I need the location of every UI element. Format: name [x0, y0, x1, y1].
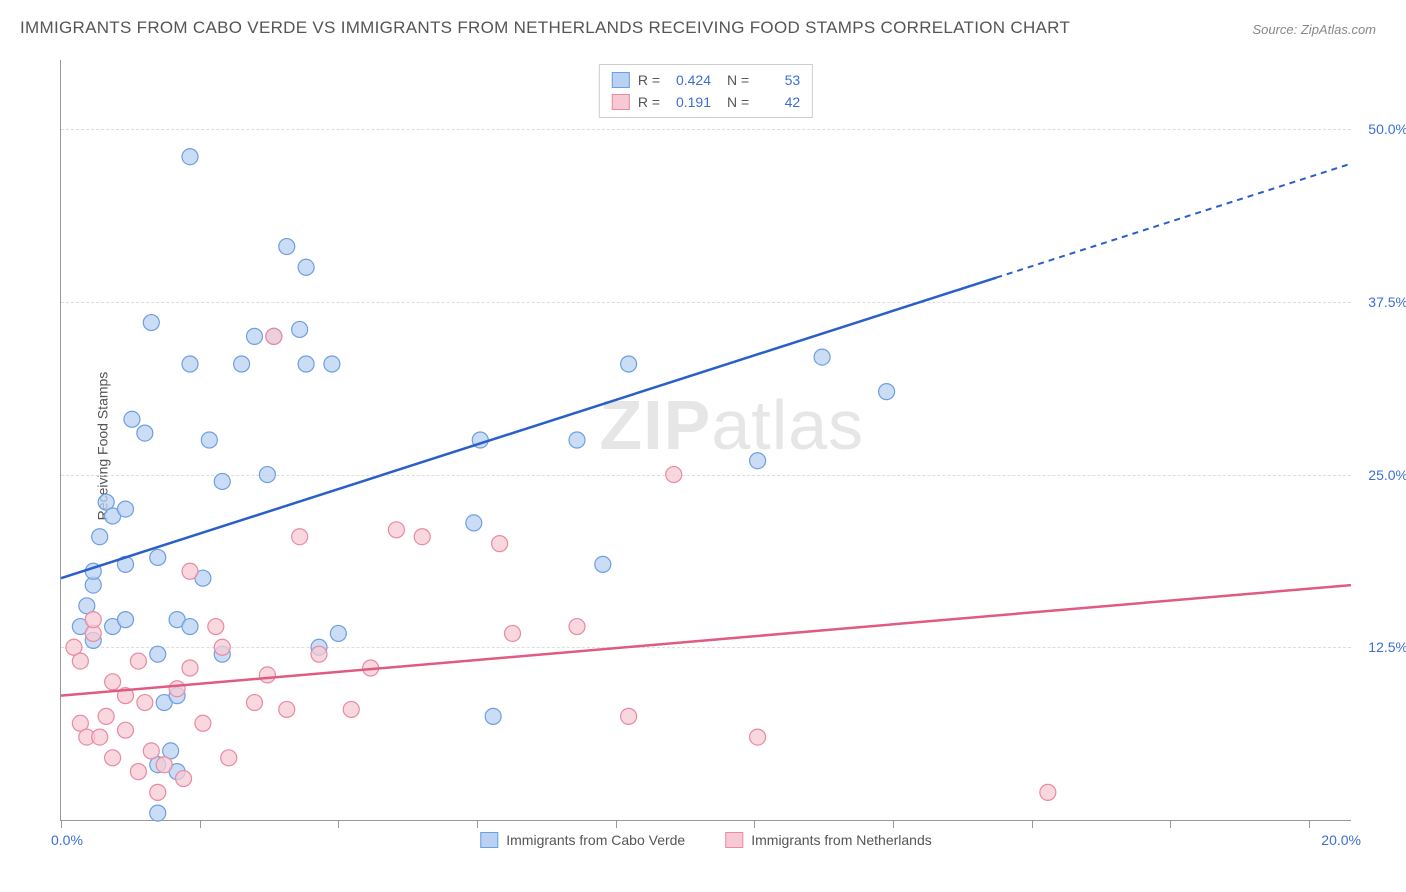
x-tick: [1309, 820, 1310, 828]
legend-correlation: R = 0.424 N = 53 R = 0.191 N = 42: [599, 64, 813, 118]
y-tick-label: 50.0%: [1368, 121, 1406, 137]
x-tick: [1032, 820, 1033, 828]
x-tick: [754, 820, 755, 828]
scatter-plot: [61, 60, 1351, 820]
x-tick: [61, 820, 62, 828]
page-title: IMMIGRANTS FROM CABO VERDE VS IMMIGRANTS…: [20, 18, 1070, 38]
x-tick: [338, 820, 339, 828]
x-tick: [616, 820, 617, 828]
legend-row-netherlands: R = 0.191 N = 42: [612, 91, 800, 113]
x-tick: [477, 820, 478, 828]
y-tick-label: 37.5%: [1368, 294, 1406, 310]
legend-label: Immigrants from Netherlands: [751, 832, 932, 848]
y-tick-label: 25.0%: [1368, 467, 1406, 483]
swatch-cabo-verde: [612, 72, 630, 88]
x-tick: [200, 820, 201, 828]
legend-item-cabo-verde: Immigrants from Cabo Verde: [480, 832, 685, 848]
source-label: Source: ZipAtlas.com: [1252, 22, 1376, 37]
swatch-netherlands: [612, 94, 630, 110]
legend-row-cabo-verde: R = 0.424 N = 53: [612, 69, 800, 91]
legend-item-netherlands: Immigrants from Netherlands: [725, 832, 932, 848]
legend-bottom: Immigrants from Cabo Verde Immigrants fr…: [480, 832, 931, 848]
n-value: 42: [755, 91, 800, 113]
x-tick: [893, 820, 894, 828]
r-value: 0.191: [666, 91, 711, 113]
r-value: 0.424: [666, 69, 711, 91]
swatch-netherlands-icon: [725, 832, 743, 848]
x-axis-min-label: 0.0%: [51, 832, 83, 848]
chart-area: ZIPatlas R = 0.424 N = 53 R = 0.191 N = …: [60, 60, 1351, 821]
n-label: N =: [727, 69, 749, 91]
r-label: R =: [638, 69, 660, 91]
r-label: R =: [638, 91, 660, 113]
y-tick-label: 12.5%: [1368, 639, 1406, 655]
n-value: 53: [755, 69, 800, 91]
swatch-cabo-verde-icon: [480, 832, 498, 848]
n-label: N =: [727, 91, 749, 113]
x-axis-max-label: 20.0%: [1321, 832, 1361, 848]
legend-label: Immigrants from Cabo Verde: [506, 832, 685, 848]
x-tick: [1170, 820, 1171, 828]
